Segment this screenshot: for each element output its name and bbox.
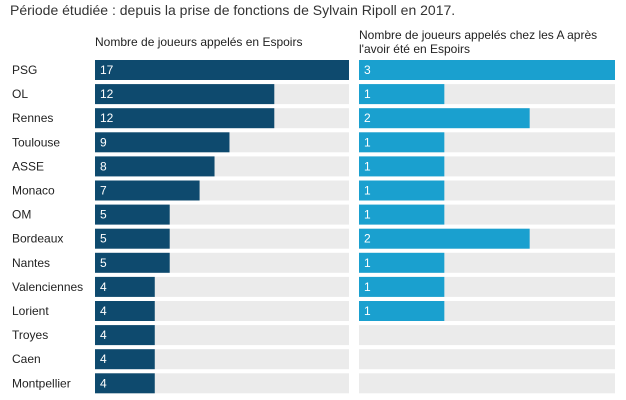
- category-label: Valenciennes: [12, 280, 83, 294]
- bar-track: [359, 349, 615, 370]
- bar-series-2: [359, 60, 615, 80]
- bar-value-label: 1: [364, 256, 371, 270]
- bar-series-1: [95, 325, 155, 346]
- bar-track: [95, 276, 349, 297]
- bar-value-label: 4: [100, 304, 107, 318]
- bar-series-1: [95, 180, 200, 201]
- bar-value-label: 1: [364, 135, 371, 149]
- category-label: Toulouse: [12, 135, 60, 149]
- bar-series-1: [95, 228, 170, 249]
- series-2-header: Nombre de joueurs appelés chez les A apr…: [359, 28, 598, 56]
- category-label: ASSE: [12, 159, 44, 173]
- bar-value-label: 4: [100, 352, 107, 366]
- bar-series-2: [359, 132, 445, 153]
- bar-value-label: 7: [100, 184, 107, 198]
- bar-value-label: 1: [364, 280, 371, 294]
- bar-value-label: 9: [100, 135, 107, 149]
- bar-series-1: [95, 108, 275, 129]
- bar-track: [95, 349, 349, 370]
- bar-series-1: [95, 301, 155, 321]
- bar-value-label: 2: [364, 232, 371, 246]
- bar-series-1: [95, 156, 215, 177]
- bar-series-1: [95, 252, 170, 273]
- category-label: Troyes: [12, 328, 48, 342]
- bar-value-label: 5: [100, 256, 107, 270]
- chart-subtitle: Période étudiée : depuis la prise de fon…: [10, 2, 456, 18]
- bar-series-2: [359, 180, 445, 201]
- bar-value-label: 4: [100, 376, 107, 390]
- bar-series-1: [95, 349, 155, 370]
- bar-series-1: [95, 204, 170, 225]
- bar-value-label: 12: [100, 87, 114, 101]
- bar-series-2: [359, 228, 530, 249]
- bar-value-label: 4: [100, 328, 107, 342]
- bar-value-label: 3: [364, 63, 371, 77]
- bar-series-2: [359, 84, 445, 105]
- category-label: Monaco: [12, 184, 55, 198]
- bar-value-label: 8: [100, 159, 107, 173]
- bar-value-label: 4: [100, 280, 107, 294]
- bar-series-2: [359, 252, 445, 273]
- category-label: PSG: [12, 63, 37, 77]
- bar-value-label: 5: [100, 208, 107, 222]
- bar-series-2: [359, 204, 445, 225]
- bar-value-label: 12: [100, 111, 114, 125]
- bar-track: [359, 373, 615, 394]
- bar-series-1: [95, 60, 349, 80]
- bar-value-label: 1: [364, 159, 371, 173]
- category-label: Bordeaux: [12, 232, 63, 246]
- category-label: Caen: [12, 352, 41, 366]
- series-1-header: Nombre de joueurs appelés en Espoirs: [95, 35, 303, 49]
- bar-series-1: [95, 84, 275, 105]
- category-label: Montpellier: [12, 376, 71, 390]
- bar-series-1: [95, 373, 155, 394]
- category-label: Nantes: [12, 256, 50, 270]
- category-label: Lorient: [12, 304, 49, 318]
- bar-series-2: [359, 108, 530, 129]
- bar-track: [359, 325, 615, 346]
- bar-value-label: 1: [364, 87, 371, 101]
- category-label: OL: [12, 87, 28, 101]
- category-label: OM: [12, 208, 31, 222]
- bar-series-2: [359, 156, 445, 177]
- bar-series-1: [95, 132, 230, 153]
- bar-value-label: 5: [100, 232, 107, 246]
- bar-track: [95, 373, 349, 394]
- bar-value-label: 1: [364, 208, 371, 222]
- bar-track: [95, 301, 349, 321]
- bar-series-2: [359, 276, 445, 297]
- bar-value-label: 2: [364, 111, 371, 125]
- bar-value-label: 17: [100, 63, 114, 77]
- bar-series-1: [95, 276, 155, 297]
- bar-series-2: [359, 301, 445, 321]
- bar-track: [95, 325, 349, 346]
- bar-value-label: 1: [364, 184, 371, 198]
- category-label: Rennes: [12, 111, 53, 125]
- bar-value-label: 1: [364, 304, 371, 318]
